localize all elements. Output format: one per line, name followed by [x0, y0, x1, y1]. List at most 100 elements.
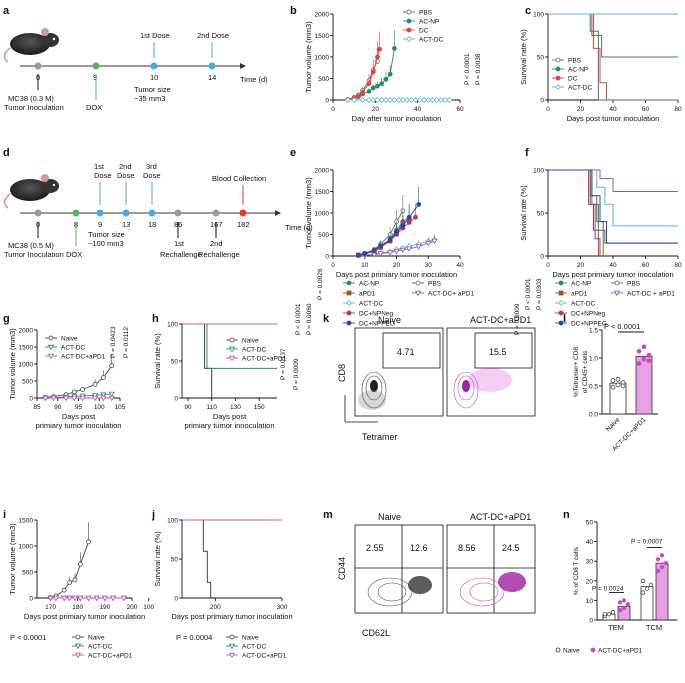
- data-point: [346, 310, 352, 316]
- data-point: [437, 97, 444, 103]
- data-point: [67, 580, 72, 585]
- series-line: [182, 519, 212, 598]
- data-point: [78, 561, 83, 567]
- data-point: [101, 375, 106, 381]
- panel-g-chart: g 0 500 1000 1500 2000 85 90 95 100 105 Tumor volu…: [3, 313, 130, 430]
- data-point: [555, 57, 561, 63]
- legend-label: PBS: [568, 58, 582, 65]
- legend-label: aPD1: [359, 291, 376, 298]
- timepoint-9-icon: [92, 62, 100, 70]
- flow-title: ACT-DC+aPD1: [470, 315, 531, 325]
- x-tick-label: 95: [75, 404, 83, 411]
- legend-label: Naive: [563, 648, 580, 655]
- x-tick-label: 90: [184, 404, 192, 411]
- dose-label: 1st Dose: [140, 31, 170, 40]
- data-point: [416, 97, 423, 103]
- legend-label: ACT-DC: [61, 345, 86, 352]
- data-point: [655, 568, 661, 574]
- x-axis-label: primiary tumor innoculation: [184, 421, 274, 430]
- dox-label: DOX: [66, 250, 82, 259]
- legend-label: PBS: [428, 281, 442, 288]
- data-point: [416, 201, 422, 207]
- day-label: 9: [98, 220, 102, 229]
- timepoint-icon: [174, 209, 182, 217]
- data-point: [640, 578, 646, 583]
- data-point: [621, 598, 627, 603]
- legend-label: Naive: [242, 635, 259, 642]
- flow-plot-frame: [354, 327, 444, 417]
- y-tick-label: 500: [318, 232, 329, 239]
- dose-label: Dose: [117, 171, 135, 180]
- timepoint-icon: [72, 209, 80, 217]
- data-point: [406, 214, 412, 220]
- x-tick-label: 110: [207, 404, 218, 411]
- data-point: [406, 18, 412, 24]
- data-point: [395, 97, 402, 103]
- y-tick-label: 1500: [19, 345, 34, 352]
- x-tick-label: 130: [230, 404, 241, 411]
- x-tick-label: 0: [331, 106, 335, 113]
- data-point: [646, 358, 652, 364]
- x-tick-label: 30: [425, 262, 433, 269]
- rechallenge-label: 2nd: [210, 239, 223, 248]
- panel-f-chart: f 0 50 100 0 20 40 60 80 Survival rate (%) Days p…: [514, 147, 682, 335]
- p-value: P = 0.0303: [536, 278, 543, 310]
- flow-density-naive: [358, 371, 387, 410]
- panel-j-label: j: [151, 509, 155, 521]
- data-point: [383, 76, 389, 82]
- legend-label: ACT-DC: [571, 301, 596, 308]
- data-point: [109, 363, 115, 369]
- data-point: [617, 600, 623, 605]
- y-axis-label: Tumor volume (mm3): [304, 177, 313, 249]
- x-axis-label: Days post: [213, 412, 247, 421]
- data-point: [433, 97, 440, 103]
- series-line: [548, 169, 678, 244]
- legend-label: AC-NP: [571, 281, 591, 288]
- data-point: [663, 561, 669, 566]
- x-tick-label: 80: [674, 106, 682, 113]
- x-tick-label: 180: [72, 604, 83, 611]
- data-point: [47, 344, 55, 351]
- tumor-size-label: ~100 mm3: [88, 239, 124, 248]
- x-tick-label: 0: [331, 262, 335, 269]
- x-tick-label: 40: [609, 262, 617, 269]
- gate-value: 4.71: [397, 347, 415, 357]
- y-tick-label: 50: [537, 211, 545, 218]
- panel-h-chart: h 0 50 100 90 110 130 150 Survival rate (%) Days…: [152, 313, 300, 430]
- data-point: [399, 247, 406, 254]
- p-value: P < 0.0001: [525, 278, 532, 310]
- data-point: [613, 290, 621, 297]
- p-value: P = 0.0137: [280, 348, 287, 380]
- axis-label: Tetramer: [362, 432, 398, 442]
- x-tick-label: 200: [127, 604, 138, 611]
- panel-k-label: k: [323, 313, 330, 325]
- data-point: [617, 608, 623, 613]
- data-point: [75, 634, 81, 640]
- data-point: [229, 634, 235, 640]
- legend-label: ACT-DC+ aPD1: [428, 291, 474, 298]
- legend-label: AC-NP: [568, 67, 588, 74]
- y-tick-label: 0: [325, 98, 329, 105]
- p-value: P = 0.0009: [514, 303, 521, 335]
- legend-label: ACT-DC+aPD1: [88, 653, 133, 660]
- y-tick-label: 50: [171, 557, 179, 564]
- y-tick-label: 2000: [19, 328, 34, 335]
- flow-gate: [474, 332, 533, 369]
- dose-label: Dose: [94, 171, 112, 180]
- data-point: [109, 595, 117, 602]
- x-tick-label: 40: [456, 262, 464, 269]
- data-point: [615, 376, 621, 382]
- y-tick-label: 1.0: [589, 356, 598, 363]
- tumor-size-label: ~35 mm3: [134, 94, 165, 103]
- x-tick-label: 100: [94, 404, 105, 411]
- data-point: [602, 611, 608, 617]
- data-point: [108, 395, 115, 402]
- legend-marker: [555, 647, 561, 653]
- dose-label: 2nd: [119, 162, 132, 171]
- data-point: [71, 389, 77, 395]
- timepoint-icon: [34, 209, 42, 217]
- flow-density-treated: [453, 368, 512, 409]
- data-point: [378, 97, 385, 103]
- tumor-size-label: Tumor size: [88, 230, 125, 239]
- y-axis-label: Survival rate (%): [519, 185, 528, 241]
